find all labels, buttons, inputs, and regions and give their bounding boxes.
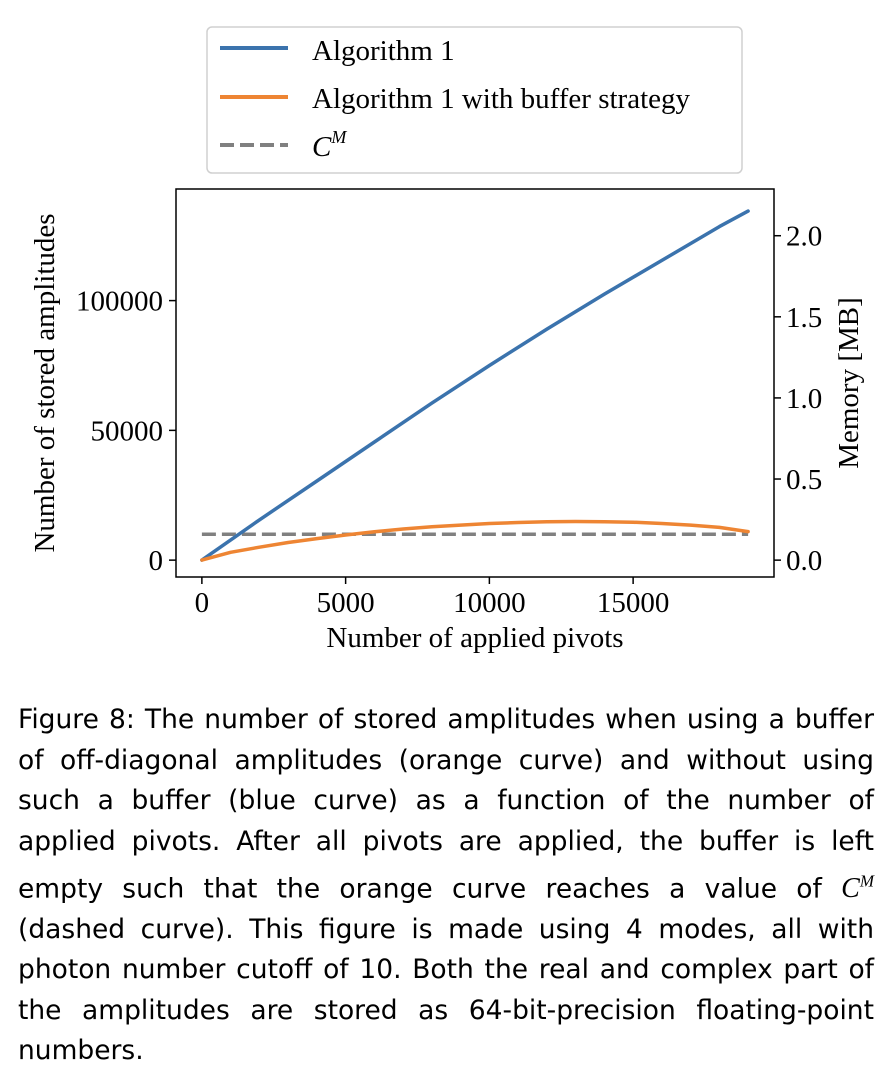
legend-box	[206, 26, 743, 174]
x-tick-label: 15000	[597, 587, 670, 619]
y-tick-label: 100000	[76, 286, 163, 318]
x-axis-ticks: 0 5000 10000 15000	[195, 577, 670, 619]
series-layer	[200, 209, 750, 562]
y-tick-label: 50000	[91, 415, 164, 447]
y2-tick-label: 1.0	[786, 383, 822, 415]
legend-label-algorithm-1: Algorithm 1	[312, 35, 455, 67]
x-axis-label: Number of applied pivots	[326, 622, 623, 654]
y-axis-ticks: 0 50000 100000	[76, 286, 176, 577]
figure-caption: Figure 8: The number of stored amplitude…	[18, 700, 874, 1072]
series-line-buffer-strategy	[200, 519, 750, 562]
caption-cm-symbol: CM	[841, 872, 874, 905]
x-tick-label: 10000	[453, 587, 526, 619]
caption-cm-superscript: M	[859, 872, 874, 891]
legend-label-cm: CM	[312, 127, 347, 163]
caption-text-part-1: Figure 8: The number of stored amplitude…	[18, 704, 874, 905]
caption-text-part-2: (dashed curve). This figure is made usin…	[18, 913, 874, 1067]
series-line-algorithm-1	[200, 209, 750, 562]
y2-tick-label: 2.0	[786, 221, 822, 253]
y-tick-label: 0	[149, 545, 164, 577]
y2-tick-label: 0.5	[786, 464, 822, 496]
chart: Algorithm 1 Algorithm 1 with buffer stra…	[29, 26, 865, 654]
x-tick-label: 5000	[317, 587, 375, 619]
legend-label-buffer-strategy: Algorithm 1 with buffer strategy	[312, 83, 691, 115]
legend-label-cm-superscript: M	[330, 127, 347, 147]
legend: Algorithm 1 Algorithm 1 with buffer stra…	[206, 26, 743, 174]
plot-frame	[175, 188, 775, 578]
y2-tick-label: 0.0	[786, 545, 822, 577]
y2-axis-label: Memory [MB]	[833, 297, 865, 469]
y-axis-label: Number of stored amplitudes	[29, 213, 61, 552]
y2-tick-label: 1.5	[786, 302, 822, 334]
x-tick-label: 0	[195, 587, 210, 619]
y2-axis-ticks: 0.0 0.5 1.0 1.5 2.0	[774, 221, 822, 577]
